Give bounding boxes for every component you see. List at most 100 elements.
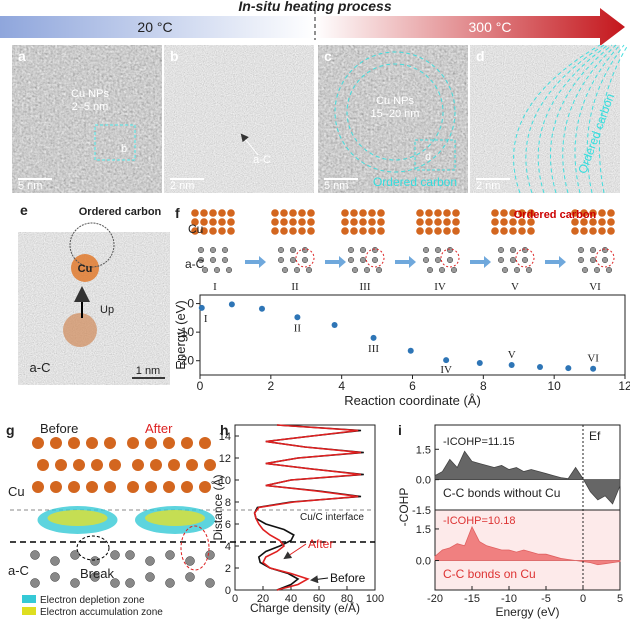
interface-label: Cu/C interface bbox=[300, 512, 364, 523]
image-annotation: b bbox=[121, 143, 127, 155]
data-point bbox=[294, 314, 301, 321]
plot-frame bbox=[434, 509, 621, 591]
cu-atom bbox=[434, 227, 442, 235]
y-tick-label: 0 bbox=[187, 297, 194, 311]
c-atom bbox=[209, 246, 217, 254]
cu-atom bbox=[181, 481, 193, 493]
cu-atom bbox=[181, 437, 193, 449]
bond-highlight bbox=[295, 248, 315, 268]
lattice-fringe bbox=[513, 44, 601, 194]
cu-atom bbox=[500, 227, 508, 235]
cu-atom bbox=[168, 459, 180, 471]
point-label: VI bbox=[587, 353, 599, 365]
c-atom bbox=[446, 246, 454, 254]
cu-atom bbox=[280, 227, 288, 235]
cu-trace bbox=[63, 313, 97, 347]
c-atom bbox=[605, 266, 613, 274]
c-atom bbox=[165, 550, 175, 560]
c-atom bbox=[371, 256, 379, 264]
cu-atom bbox=[145, 437, 157, 449]
step-arrow bbox=[470, 256, 491, 268]
cu-atom bbox=[132, 459, 144, 471]
series-label: Before bbox=[330, 571, 366, 585]
x-tick-label: -15 bbox=[464, 593, 480, 605]
cu-atom bbox=[298, 218, 306, 226]
x-tick-label: -10 bbox=[501, 593, 517, 605]
c-atom bbox=[434, 256, 442, 264]
lattice-fringe bbox=[598, 44, 629, 194]
x-tick-label: 60 bbox=[313, 593, 325, 605]
step-arrow bbox=[395, 256, 416, 268]
cu-atom bbox=[491, 218, 499, 226]
c-atom bbox=[509, 256, 517, 264]
cu-atom bbox=[191, 218, 199, 226]
series-label: After bbox=[308, 537, 333, 551]
np-outline bbox=[32, 137, 58, 163]
y-tick-label: 1.5 bbox=[416, 444, 431, 456]
cu-atom bbox=[68, 481, 80, 493]
cu-atom bbox=[518, 218, 526, 226]
c-atom bbox=[125, 578, 135, 588]
y-tick-label: -1.5 bbox=[412, 505, 431, 517]
x-axis-title: Energy (eV) bbox=[495, 605, 559, 619]
cu-atom bbox=[350, 209, 358, 217]
cu-atom bbox=[289, 218, 297, 226]
image-annotation: Cu NPs bbox=[376, 95, 414, 107]
ordered-ring bbox=[346, 63, 444, 161]
c-atom bbox=[145, 556, 155, 566]
icohp-label: -ICOHP=11.15 bbox=[443, 436, 515, 448]
cu-atom bbox=[271, 227, 279, 235]
c-atom bbox=[450, 266, 458, 274]
image-annotation: Cu NPs bbox=[71, 88, 109, 100]
cu-atom bbox=[607, 209, 615, 217]
image-annotation: 15–20 nm bbox=[371, 108, 420, 120]
cu-atom bbox=[580, 227, 588, 235]
c-atom bbox=[70, 578, 80, 588]
cu-atom bbox=[73, 459, 85, 471]
lattice-fringe bbox=[537, 44, 609, 194]
cu-atom bbox=[359, 218, 367, 226]
cu-atom bbox=[425, 227, 433, 235]
g-annotation: a-C bbox=[8, 563, 29, 578]
y-tick-label: 6 bbox=[225, 519, 231, 531]
c-atom bbox=[305, 266, 313, 274]
md-annotation: Cu bbox=[78, 263, 93, 275]
y-tick-label: 10 bbox=[219, 475, 231, 487]
cu-atom bbox=[280, 209, 288, 217]
x-tick-label: 100 bbox=[366, 593, 384, 605]
c-atom bbox=[589, 256, 597, 264]
stage-label: III bbox=[360, 281, 371, 293]
roi-box bbox=[94, 124, 136, 161]
y-tick-label: -20 bbox=[177, 354, 195, 368]
cu-atom bbox=[86, 481, 98, 493]
c-atom bbox=[581, 266, 589, 274]
x-tick-label: 0 bbox=[197, 379, 204, 393]
cu-atom bbox=[86, 437, 98, 449]
stage-label: V bbox=[511, 281, 519, 293]
cu-atom bbox=[416, 209, 424, 217]
point-label: I bbox=[204, 313, 208, 325]
np-outline bbox=[127, 127, 153, 153]
g-annotation: Cu bbox=[8, 484, 25, 499]
c-atom bbox=[281, 266, 289, 274]
y-tick-label: 4 bbox=[225, 541, 231, 553]
cu-atom bbox=[368, 209, 376, 217]
x-tick-label: 2 bbox=[267, 379, 274, 393]
lattice-fringe bbox=[549, 44, 613, 194]
c-atom bbox=[289, 246, 297, 254]
lattice-fringe bbox=[562, 44, 617, 194]
cu-atom bbox=[218, 218, 226, 226]
c-atom bbox=[351, 266, 359, 274]
panel-label: i bbox=[398, 422, 402, 438]
cu-atom bbox=[298, 209, 306, 217]
c-atom bbox=[509, 246, 517, 254]
legend-label: Electron accumulation zone bbox=[40, 607, 163, 618]
y-tick-label: 0.0 bbox=[416, 556, 431, 568]
c-atom bbox=[221, 246, 229, 254]
c-atom bbox=[110, 550, 120, 560]
f-annotation: a-C bbox=[185, 257, 205, 271]
bond-highlight bbox=[440, 248, 460, 268]
c-atom bbox=[301, 246, 309, 254]
